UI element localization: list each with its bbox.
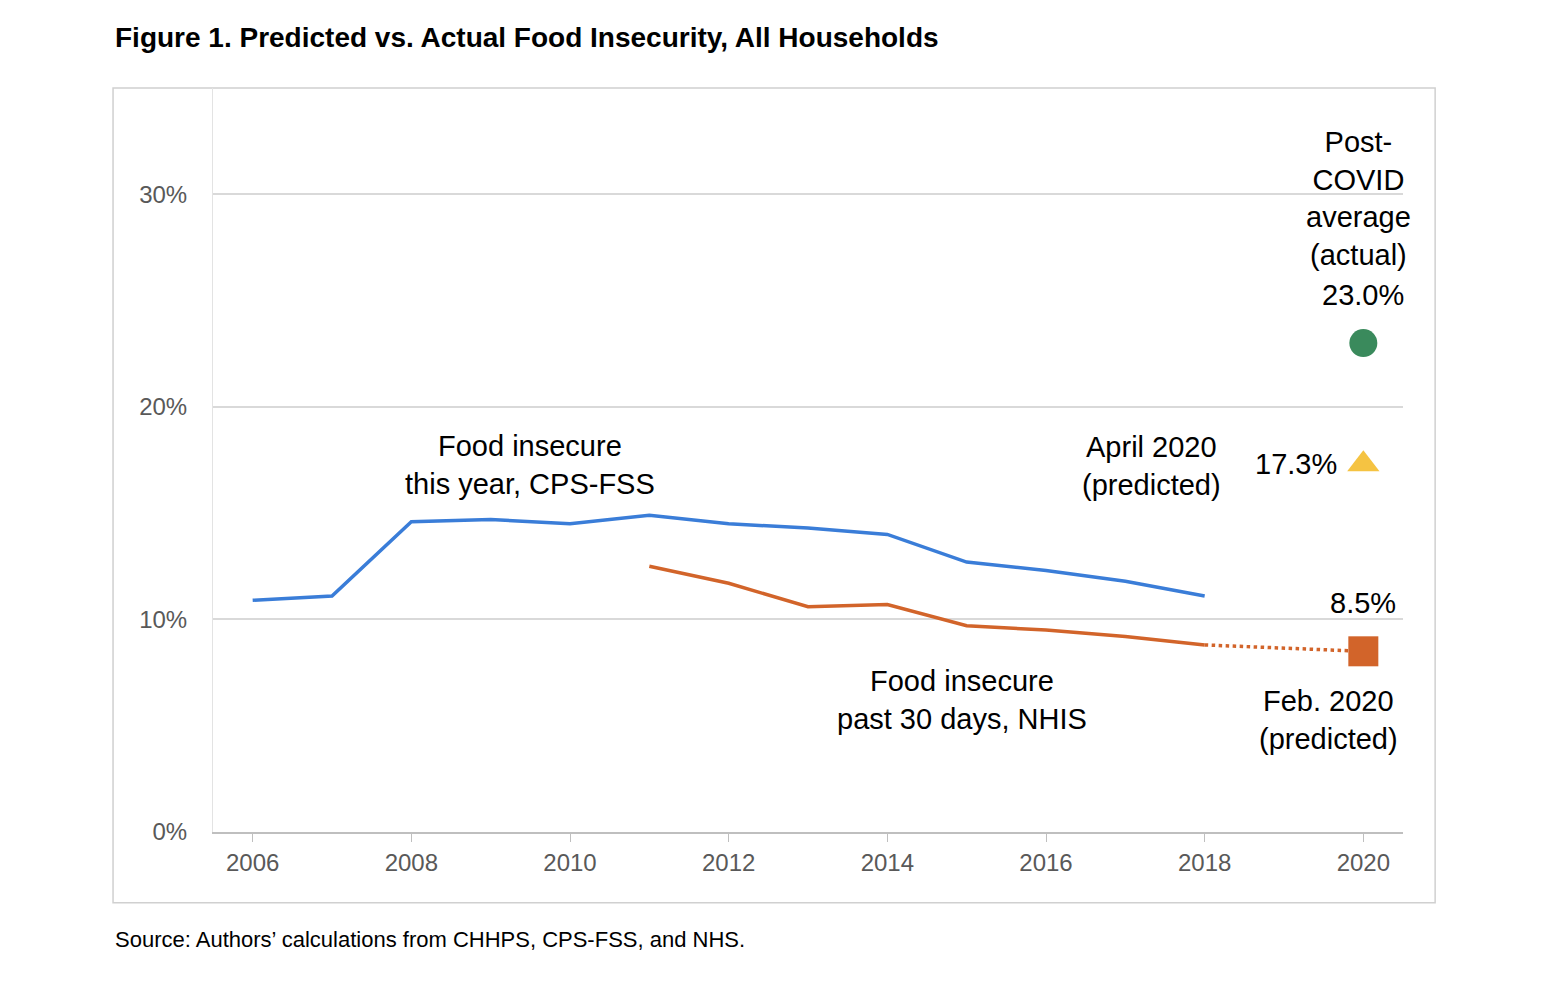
svg-text:Post-COVIDaverage(actual): Post-COVIDaverage(actual) (1306, 126, 1411, 271)
svg-text:2008: 2008 (385, 849, 438, 876)
svg-text:30%: 30% (139, 181, 187, 208)
svg-text:2010: 2010 (543, 849, 596, 876)
svg-text:8.5%: 8.5% (1330, 587, 1396, 619)
svg-text:2016: 2016 (1019, 849, 1072, 876)
svg-text:Source: Authors’ calculations: Source: Authors’ calculations from CHHPS… (115, 927, 745, 952)
svg-text:0%: 0% (153, 818, 188, 845)
svg-text:2018: 2018 (1178, 849, 1231, 876)
svg-text:10%: 10% (139, 606, 187, 633)
svg-text:2006: 2006 (226, 849, 279, 876)
svg-text:20%: 20% (139, 393, 187, 420)
svg-text:2012: 2012 (702, 849, 755, 876)
svg-text:Food insecurethis year, CPS-FS: Food insecurethis year, CPS-FSS (405, 430, 655, 500)
svg-text:April 2020(predicted): April 2020(predicted) (1082, 431, 1221, 501)
svg-text:23.0%: 23.0% (1322, 279, 1404, 311)
svg-text:Feb. 2020(predicted): Feb. 2020(predicted) (1259, 685, 1398, 755)
svg-text:2020: 2020 (1337, 849, 1390, 876)
svg-text:Food insecurepast 30 days, NHI: Food insecurepast 30 days, NHIS (837, 665, 1087, 735)
svg-text:2014: 2014 (861, 849, 914, 876)
svg-text:Figure 1. Predicted vs. Actual: Figure 1. Predicted vs. Actual Food Inse… (115, 22, 939, 53)
svg-text:17.3%: 17.3% (1255, 448, 1337, 480)
